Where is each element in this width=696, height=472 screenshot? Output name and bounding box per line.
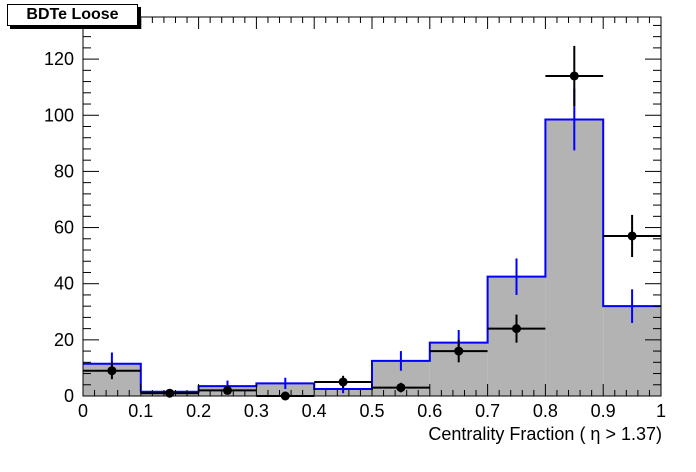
- histogram-bar: [256, 383, 315, 396]
- data-point: [107, 366, 117, 376]
- x-tick-label: 0.7: [475, 401, 500, 421]
- x-tick-label: 0.9: [591, 401, 616, 421]
- x-tick-label: 0.1: [128, 401, 153, 421]
- data-point: [512, 324, 521, 334]
- histogram-layer: [83, 88, 661, 396]
- axis-ticks: [82, 17, 662, 397]
- data-point: [454, 346, 464, 356]
- x-tick-label: 1: [656, 401, 666, 421]
- tick-labels: 0 0.1 0.2 0.3 0.4 0.5 0.6 0.7 0.8 0.9 1 0 20 40 60 80 10…: [44, 49, 666, 421]
- data-point: [165, 388, 175, 398]
- x-tick-label: 0.4: [302, 401, 327, 421]
- y-tick-label: 60: [54, 218, 74, 238]
- y-tick-label: 0: [64, 386, 74, 406]
- data-point: [627, 231, 637, 241]
- x-tick-label: 0.5: [359, 401, 384, 421]
- x-tick-label: 0: [78, 401, 88, 421]
- x-tick-label: 0.3: [244, 401, 269, 421]
- y-tick-label: 20: [54, 330, 74, 350]
- chart-title: BDTe Loose: [7, 4, 138, 26]
- y-tick-label: 80: [54, 161, 74, 181]
- x-axis-label: Centrality Fraction ( η > 1.37): [428, 424, 662, 444]
- data-point: [338, 377, 348, 387]
- histogram-bar: [545, 119, 604, 396]
- data-point: [569, 71, 579, 81]
- y-tick-label: 40: [54, 274, 74, 294]
- data-point: [396, 383, 406, 393]
- x-tick-label: 0.6: [417, 401, 442, 421]
- x-tick-label: 0.8: [533, 401, 558, 421]
- data-point: [280, 391, 290, 401]
- data-point: [223, 385, 232, 395]
- y-tick-label: 120: [44, 49, 74, 69]
- x-tick-label: 0.2: [186, 401, 211, 421]
- data-points-layer: [83, 45, 661, 401]
- y-tick-label: 100: [44, 105, 74, 125]
